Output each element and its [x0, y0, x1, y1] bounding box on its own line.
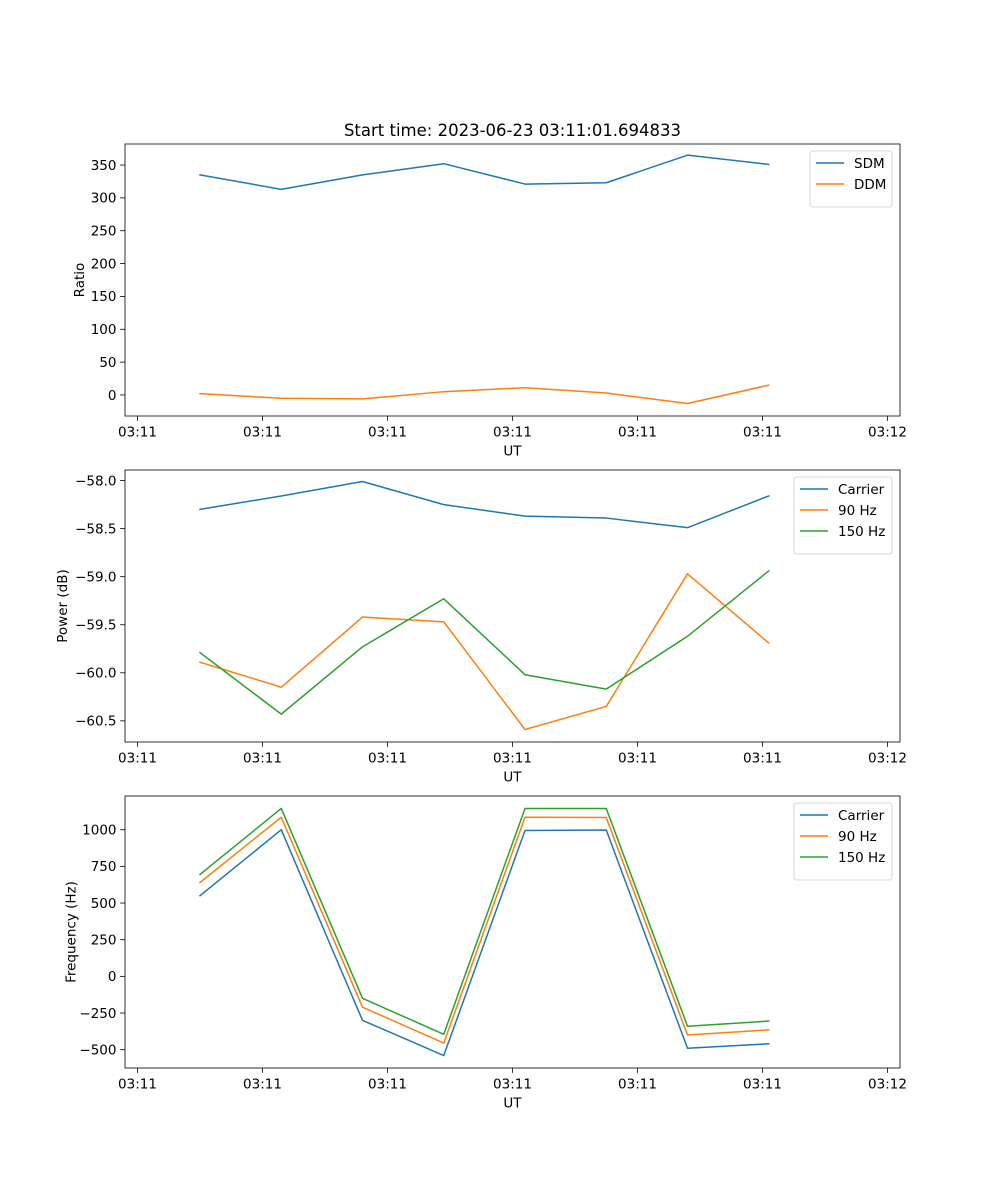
y-axis-label: Power (dB)	[55, 569, 71, 642]
panel-2: 03:11 03:11 03:11 03:11 03:11 03:11 03:12 UT −58…	[55, 469, 907, 786]
x-tick-label: 03:11	[118, 425, 157, 441]
y-tick-label: −58.5	[75, 521, 116, 537]
y-tick-label: 750	[91, 859, 117, 875]
legend-label: 150 Hz	[838, 524, 885, 540]
y-tick-label: 300	[91, 191, 117, 207]
y-axis: 0 50 100 150 200 250 300 350 Ratio	[72, 158, 125, 404]
x-tick-label: 03:11	[743, 751, 782, 767]
y-tick-label: 50	[99, 355, 116, 371]
y-tick-label: −250	[79, 1006, 116, 1022]
x-tick-label: 03:12	[868, 751, 907, 767]
y-tick-label: 150	[91, 289, 117, 305]
legend-label: 90 Hz	[838, 829, 877, 845]
legend-box	[809, 150, 893, 208]
series-line-90-hz	[199, 573, 770, 731]
x-tick-label: 03:11	[243, 751, 282, 767]
y-tick-label: −60.0	[75, 666, 116, 682]
series-line-150-hz	[198, 569, 770, 715]
y-axis-label: Ratio	[72, 263, 88, 298]
series-line-90-hz	[198, 816, 770, 1044]
x-tick-label: 03:11	[368, 751, 407, 767]
x-tick-label: 03:11	[243, 1077, 282, 1093]
x-tick-label: 03:11	[368, 425, 407, 441]
series-lines	[198, 480, 770, 731]
legend-label: DDM	[854, 177, 886, 193]
y-tick-label: 350	[91, 158, 117, 174]
legend-box	[793, 476, 893, 555]
panel-3: 03:11 03:11 03:11 03:11 03:11 03:11 03:12 UT −50…	[64, 795, 907, 1112]
y-tick-label: −500	[79, 1042, 116, 1058]
series-line-sdm	[199, 154, 770, 191]
panels: 03:11 03:11 03:11 03:11 03:11 03:11 03:12 UT 0 50…	[55, 143, 907, 1112]
x-axis: 03:11 03:11 03:11 03:11 03:11 03:11 03:12 UT	[118, 416, 907, 460]
y-tick-label: 500	[91, 896, 117, 912]
x-tick-label: 03:11	[493, 425, 532, 441]
y-axis-label: Frequency (Hz)	[64, 881, 80, 983]
series-lines	[199, 154, 770, 405]
legend-label: Carrier	[838, 808, 885, 824]
y-tick-label: −59.5	[75, 618, 116, 634]
y-tick-label: −59.0	[75, 569, 116, 585]
y-axis: −58.0 −58.5 −59.0 −59.5 −60.0 −60.5 Power (dB)	[55, 473, 125, 730]
figure-title: Start time: 2023-06-23 03:11:01.694833	[344, 121, 681, 140]
series-line-carrier	[199, 480, 770, 529]
y-tick-label: −58.0	[75, 473, 116, 489]
x-tick-label: 03:11	[118, 751, 157, 767]
x-axis-label: UT	[503, 770, 522, 786]
series-line-carrier	[198, 828, 770, 1057]
y-tick-label: 250	[91, 932, 117, 948]
legend-label: 150 Hz	[838, 850, 885, 866]
x-tick-label: 03:11	[743, 1077, 782, 1093]
legend-label: 90 Hz	[838, 503, 877, 519]
legend: Carrier 90 Hz 150 Hz	[793, 802, 893, 881]
x-tick-label: 03:12	[868, 1077, 907, 1093]
legend: Carrier 90 Hz 150 Hz	[793, 476, 893, 555]
y-tick-label: 0	[108, 969, 117, 985]
y-tick-label: 0	[108, 388, 117, 404]
y-tick-label: 250	[91, 224, 117, 240]
panel-1: 03:11 03:11 03:11 03:11 03:11 03:11 03:12 UT 0 50…	[72, 143, 907, 460]
x-axis: 03:11 03:11 03:11 03:11 03:11 03:11 03:12 UT	[118, 1068, 907, 1112]
series-line-150-hz	[198, 807, 770, 1036]
x-axis-label: UT	[503, 444, 522, 460]
x-tick-label: 03:11	[118, 1077, 157, 1093]
x-tick-label: 03:11	[618, 425, 657, 441]
series-lines	[198, 807, 770, 1057]
legend-label: Carrier	[838, 482, 885, 498]
y-tick-label: 100	[91, 322, 117, 338]
x-tick-label: 03:11	[493, 751, 532, 767]
x-tick-label: 03:11	[368, 1077, 407, 1093]
x-tick-label: 03:11	[243, 425, 282, 441]
x-tick-label: 03:11	[618, 1077, 657, 1093]
x-axis-label: UT	[503, 1096, 522, 1112]
x-axis: 03:11 03:11 03:11 03:11 03:11 03:11 03:12 UT	[118, 742, 907, 786]
legend-label: SDM	[854, 156, 885, 172]
y-axis: −500 −250 0 250 500 750 1000 Frequency (Hz)	[64, 823, 125, 1058]
x-tick-label: 03:11	[618, 751, 657, 767]
x-tick-label: 03:12	[868, 425, 907, 441]
y-tick-label: 1000	[82, 823, 116, 839]
legend-box	[793, 802, 893, 881]
legend: SDM DDM	[809, 150, 893, 208]
y-tick-label: −60.5	[75, 714, 116, 730]
x-tick-label: 03:11	[743, 425, 782, 441]
y-tick-label: 200	[91, 256, 117, 272]
x-tick-label: 03:11	[493, 1077, 532, 1093]
series-line-ddm	[199, 384, 770, 405]
